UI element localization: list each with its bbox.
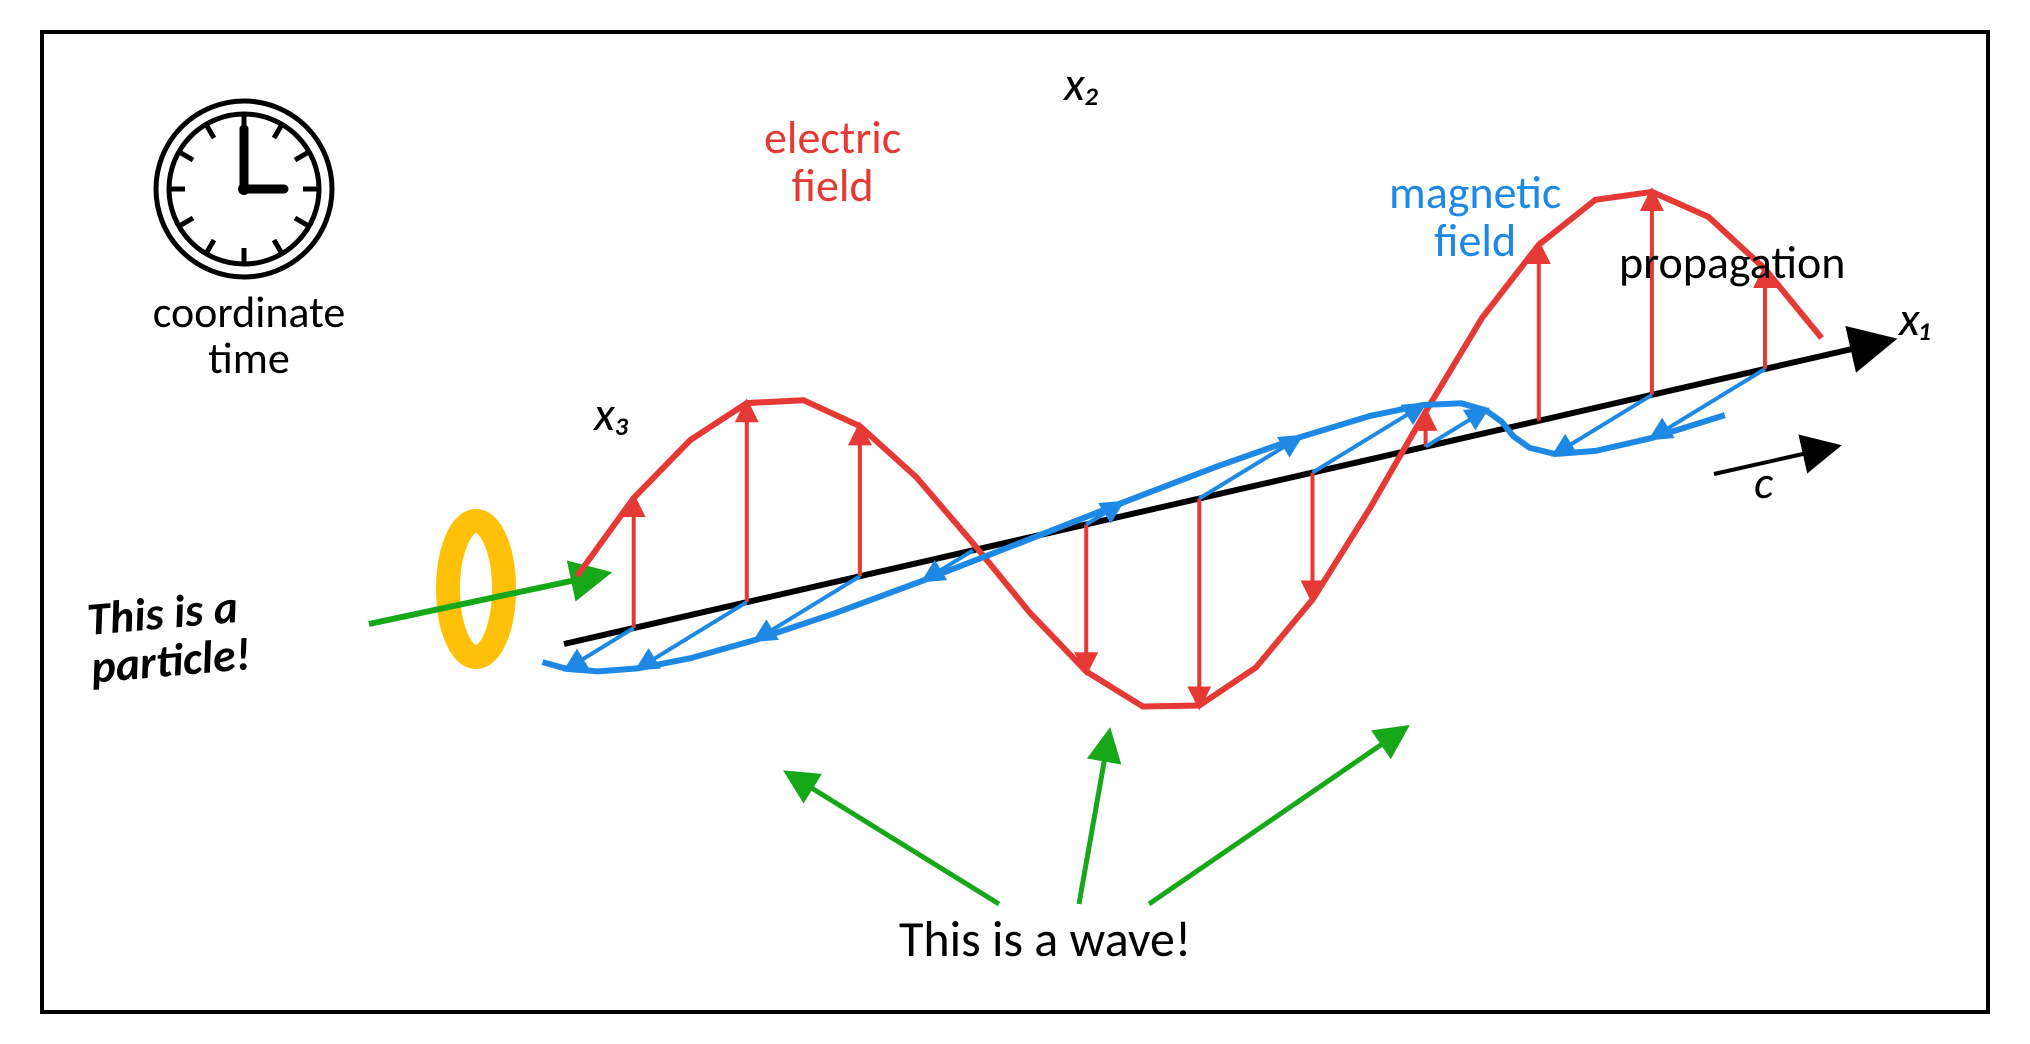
wave-label: This is a wave! <box>899 914 1191 967</box>
diagram-svg <box>44 34 1986 1010</box>
x2-label: x₂ <box>1064 59 1101 109</box>
particle-label: This is a particle! <box>85 582 252 692</box>
c-label: c <box>1754 459 1773 507</box>
clock-label: coordinate time <box>129 289 369 381</box>
magnetic-label: magnetic field <box>1389 169 1561 266</box>
particle-arrow <box>369 574 604 624</box>
c-arrow <box>1714 447 1834 474</box>
propagation-label: propagation <box>1619 239 1845 287</box>
diagram-frame: coordinate time This is a particle! This… <box>40 30 1990 1014</box>
electric-label: electric field <box>764 114 901 211</box>
clock-icon <box>156 101 332 277</box>
particle-ring-icon <box>448 521 504 657</box>
wave-arrows <box>789 729 1404 904</box>
x3-label: x₃ <box>594 389 631 439</box>
x1-label: x₁ <box>1899 294 1932 344</box>
propagation-axis <box>564 344 1874 644</box>
